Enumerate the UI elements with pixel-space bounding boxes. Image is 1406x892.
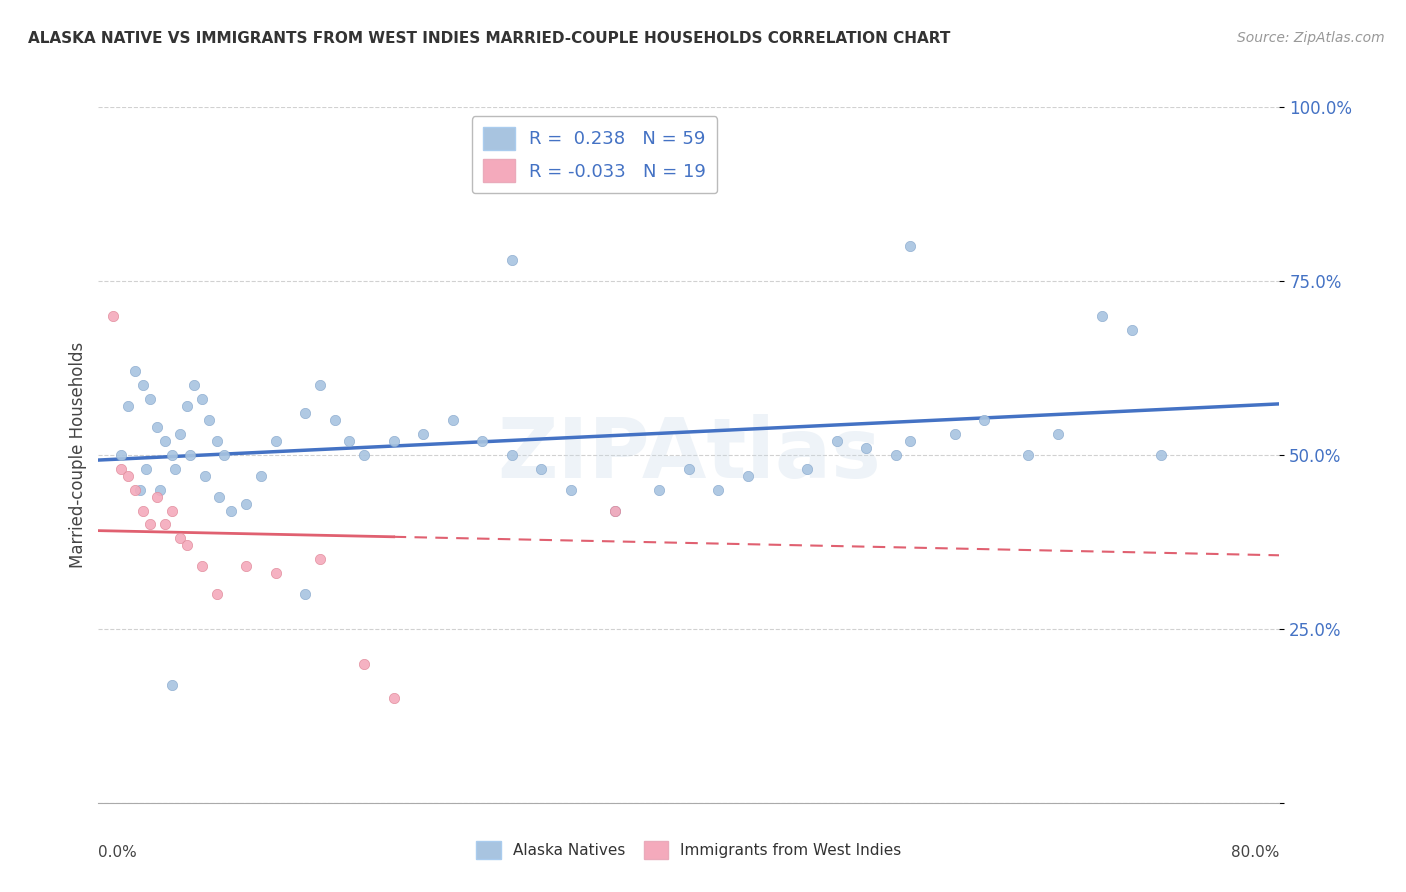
- Point: [884, 448, 907, 462]
- Point: [501, 448, 523, 462]
- Point: [250, 468, 273, 483]
- Point: [560, 483, 582, 497]
- Point: [648, 483, 671, 497]
- Point: [117, 468, 139, 483]
- Point: [149, 483, 172, 497]
- Point: [124, 483, 146, 497]
- Point: [309, 552, 332, 566]
- Point: [162, 503, 183, 517]
- Y-axis label: Married-couple Households: Married-couple Households: [69, 342, 87, 568]
- Point: [1091, 309, 1114, 323]
- Point: [900, 434, 922, 448]
- Point: [169, 427, 191, 442]
- Point: [501, 253, 523, 268]
- Point: [183, 378, 205, 392]
- Point: [309, 378, 332, 392]
- Point: [176, 399, 198, 413]
- Point: [124, 364, 146, 378]
- Point: [294, 587, 316, 601]
- Point: [176, 538, 198, 552]
- Point: [153, 517, 176, 532]
- Point: [139, 392, 162, 407]
- Point: [339, 434, 361, 448]
- Point: [165, 462, 187, 476]
- Point: [471, 434, 494, 448]
- Point: [441, 413, 464, 427]
- Point: [117, 399, 139, 413]
- Point: [737, 468, 759, 483]
- Text: ALASKA NATIVE VS IMMIGRANTS FROM WEST INDIES MARRIED-COUPLE HOUSEHOLDS CORRELATI: ALASKA NATIVE VS IMMIGRANTS FROM WEST IN…: [28, 31, 950, 46]
- Point: [943, 427, 966, 442]
- Point: [235, 497, 257, 511]
- Point: [139, 517, 162, 532]
- Point: [973, 413, 995, 427]
- Text: 80.0%: 80.0%: [1232, 845, 1279, 860]
- Point: [605, 503, 627, 517]
- Legend: Alaska Natives, Immigrants from West Indies: Alaska Natives, Immigrants from West Ind…: [470, 835, 908, 864]
- Point: [1018, 448, 1040, 462]
- Text: 0.0%: 0.0%: [98, 845, 138, 860]
- Point: [194, 468, 217, 483]
- Point: [198, 413, 221, 427]
- Point: [135, 462, 157, 476]
- Point: [323, 413, 346, 427]
- Point: [264, 434, 287, 448]
- Point: [353, 448, 375, 462]
- Point: [707, 483, 730, 497]
- Point: [855, 441, 877, 455]
- Point: [353, 657, 375, 671]
- Point: [179, 448, 201, 462]
- Point: [221, 503, 243, 517]
- Point: [132, 503, 155, 517]
- Point: [825, 434, 848, 448]
- Point: [132, 378, 155, 392]
- Point: [382, 691, 405, 706]
- Point: [1121, 323, 1143, 337]
- Point: [153, 434, 176, 448]
- Point: [900, 239, 922, 253]
- Point: [162, 448, 183, 462]
- Point: [146, 490, 169, 504]
- Point: [212, 448, 235, 462]
- Point: [110, 448, 132, 462]
- Point: [110, 462, 132, 476]
- Point: [169, 532, 191, 546]
- Point: [530, 462, 553, 476]
- Text: ZIPAtlas: ZIPAtlas: [496, 415, 882, 495]
- Point: [1047, 427, 1070, 442]
- Point: [205, 587, 228, 601]
- Point: [208, 490, 231, 504]
- Point: [235, 559, 257, 574]
- Point: [264, 566, 287, 581]
- Point: [128, 483, 150, 497]
- Point: [191, 559, 214, 574]
- Point: [294, 406, 316, 420]
- Point: [796, 462, 818, 476]
- Point: [162, 677, 183, 691]
- Point: [412, 427, 434, 442]
- Point: [191, 392, 214, 407]
- Point: [605, 503, 627, 517]
- Point: [678, 462, 700, 476]
- Point: [103, 309, 125, 323]
- Point: [382, 434, 405, 448]
- Point: [1150, 448, 1173, 462]
- Point: [205, 434, 228, 448]
- Point: [146, 420, 169, 434]
- Text: Source: ZipAtlas.com: Source: ZipAtlas.com: [1237, 31, 1385, 45]
